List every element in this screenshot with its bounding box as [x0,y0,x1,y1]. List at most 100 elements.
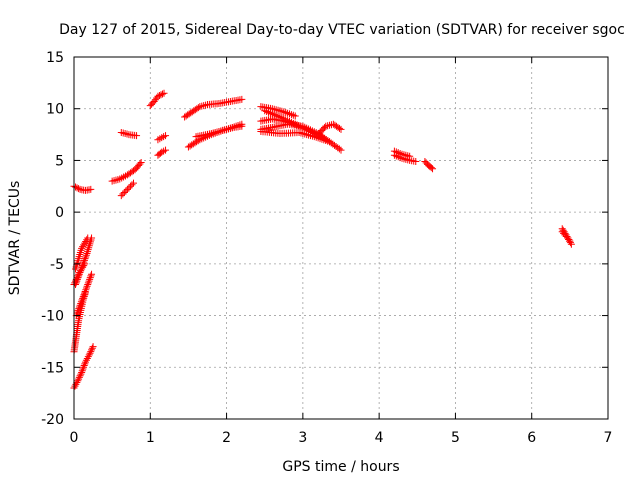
data-point [74,272,82,280]
data-point [82,284,90,292]
data-point [337,125,345,133]
data-point [72,183,80,191]
data-point [567,240,575,248]
data-point [74,308,82,316]
data-point [291,112,299,120]
data-point [158,90,166,98]
data-point [83,236,91,244]
data-point [427,164,435,172]
data-point [89,343,97,351]
data-points [70,89,575,392]
data-point [125,184,133,192]
y-axis-label: SDTVAR / TECUs [7,181,23,296]
data-point [123,185,131,193]
data-point [74,306,82,314]
data-point [406,152,414,160]
data-point [86,274,94,282]
data-point [136,160,144,168]
data-point [84,281,92,289]
x-tick-label: 1 [146,430,155,446]
axis-ticks [73,56,609,420]
data-point [73,310,81,318]
data-point [79,365,87,373]
data-point [194,104,202,112]
y-tick-label: -20 [41,412,64,428]
data-point [71,279,79,287]
data-point [88,346,96,354]
data-point [76,372,84,380]
y-tick-label: 0 [55,205,64,221]
data-point [128,181,136,189]
data-point [80,262,88,270]
data-point [81,358,89,366]
x-tick-label: 2 [222,430,231,446]
data-point [429,165,437,173]
data-point [119,190,127,198]
data-point [238,120,246,128]
chart-title: Day 127 of 2015, Sidereal Day-to-day VTE… [59,22,625,38]
y-tick-label: 5 [55,153,64,169]
data-point [75,185,83,193]
data-point [88,344,96,352]
data-point [155,92,163,100]
y-tick-label: -10 [41,309,64,325]
data-point [85,351,93,359]
data-point [78,296,86,304]
data-point [78,367,86,375]
data-point [87,185,95,193]
data-point [162,132,170,140]
data-point [80,362,88,370]
data-point [84,353,92,361]
x-tick-label: 3 [298,430,307,446]
data-point [71,382,79,390]
data-point [82,251,90,259]
data-point [85,277,93,285]
data-point [88,270,96,278]
data-point [79,294,87,302]
x-tick-label: 4 [375,430,384,446]
data-point [75,305,83,313]
y-tick-label: 15 [46,50,64,66]
data-point [73,184,81,192]
data-point [117,192,125,200]
data-point [335,124,343,132]
y-tick-label: -15 [41,360,64,376]
data-point [120,188,128,196]
data-point [82,286,90,294]
data-point [72,277,80,285]
y-tick-label: 10 [46,102,64,118]
data-point [157,91,165,99]
data-point [74,377,82,385]
data-point [79,293,87,301]
data-point [82,253,90,261]
data-point [80,291,88,299]
data-point [84,234,92,242]
y-tick-label: -5 [50,257,64,273]
data-point [162,146,170,154]
data-point [326,138,334,146]
x-tick-label: 7 [604,430,613,446]
data-point [412,157,420,165]
data-point [77,300,85,308]
data-point [83,354,91,362]
data-point [160,89,168,97]
data-point [87,272,95,280]
data-point [80,363,88,371]
data-point [73,379,81,387]
data-point [566,239,574,247]
data-point [137,158,145,166]
data-point [83,282,91,290]
data-point [87,348,95,356]
data-point [76,301,84,309]
data-point [86,349,94,357]
data-point [78,368,86,376]
x-axis-label: GPS time / hours [282,459,399,475]
data-point [75,303,83,311]
data-point [81,287,89,295]
data-point [154,92,162,100]
data-point [86,275,94,283]
data-point [335,145,343,153]
plot-frame [73,56,609,420]
